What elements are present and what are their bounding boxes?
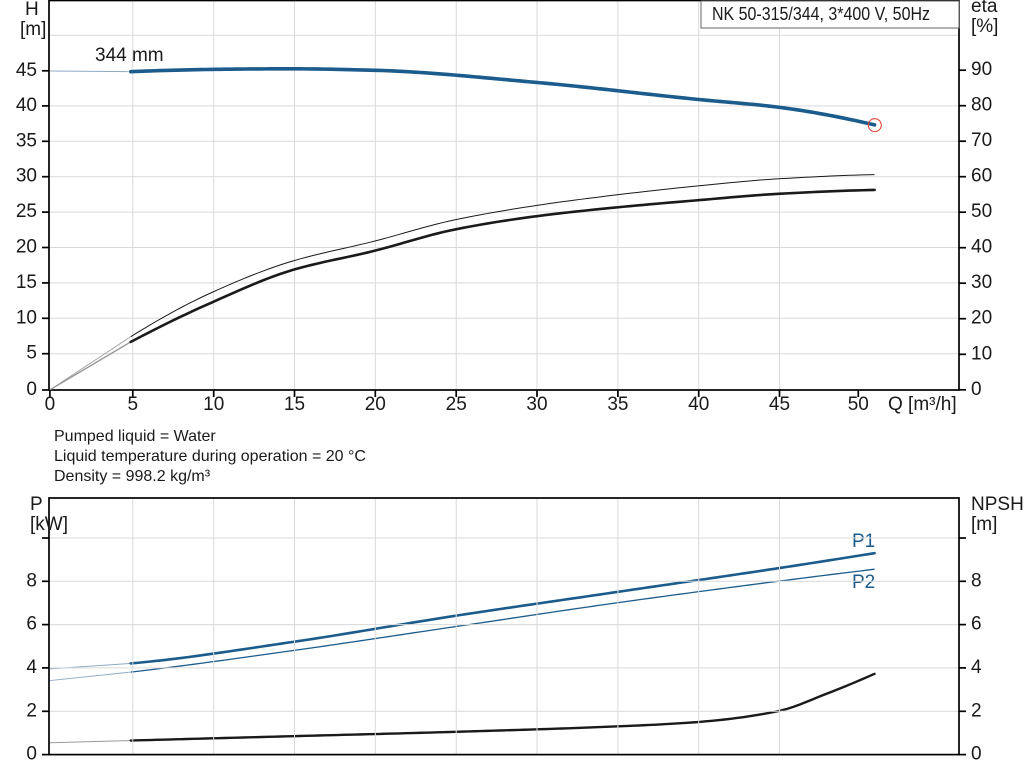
svg-text:NPSH: NPSH xyxy=(971,494,1024,515)
svg-text:50: 50 xyxy=(848,394,869,415)
svg-text:35: 35 xyxy=(16,130,37,151)
svg-text:H: H xyxy=(25,0,39,20)
svg-text:6: 6 xyxy=(971,614,982,635)
svg-text:30: 30 xyxy=(971,272,992,293)
svg-text:25: 25 xyxy=(446,394,467,415)
svg-text:6: 6 xyxy=(26,614,37,635)
svg-text:80: 80 xyxy=(971,95,992,116)
svg-text:15: 15 xyxy=(16,272,37,293)
svg-text:0: 0 xyxy=(26,744,37,765)
svg-text:Density = 998.2 kg/m³: Density = 998.2 kg/m³ xyxy=(54,468,211,485)
svg-text:40: 40 xyxy=(16,95,37,116)
svg-text:P2: P2 xyxy=(852,572,875,593)
svg-text:2: 2 xyxy=(26,700,37,721)
svg-text:10: 10 xyxy=(971,343,992,364)
svg-text:P1: P1 xyxy=(852,531,875,552)
svg-text:30: 30 xyxy=(526,394,547,415)
svg-text:0: 0 xyxy=(26,379,37,400)
svg-text:Pumped liquid = Water: Pumped liquid = Water xyxy=(54,428,216,445)
svg-text:[kW]: [kW] xyxy=(30,514,68,535)
svg-text:20: 20 xyxy=(971,308,992,329)
svg-text:20: 20 xyxy=(16,237,37,258)
svg-text:20: 20 xyxy=(365,394,386,415)
svg-text:30: 30 xyxy=(16,166,37,187)
svg-text:25: 25 xyxy=(16,201,37,222)
svg-text:60: 60 xyxy=(971,166,992,187)
svg-text:40: 40 xyxy=(688,394,709,415)
svg-text:0: 0 xyxy=(45,394,56,415)
svg-text:8: 8 xyxy=(971,570,982,591)
svg-text:15: 15 xyxy=(284,394,305,415)
svg-text:5: 5 xyxy=(128,394,139,415)
svg-text:10: 10 xyxy=(16,307,37,328)
svg-text:0: 0 xyxy=(971,379,982,400)
svg-text:P: P xyxy=(30,494,43,515)
svg-text:344 mm: 344 mm xyxy=(95,45,164,66)
svg-text:45: 45 xyxy=(16,60,37,81)
svg-text:8: 8 xyxy=(26,570,37,591)
svg-text:10: 10 xyxy=(203,394,224,415)
svg-text:Liquid temperature during oper: Liquid temperature during operation = 20… xyxy=(54,448,366,465)
svg-text:4: 4 xyxy=(26,657,37,678)
svg-text:35: 35 xyxy=(607,394,628,415)
svg-text:2: 2 xyxy=(971,700,982,721)
svg-text:Q [m³/h]: Q [m³/h] xyxy=(888,394,957,415)
svg-text:40: 40 xyxy=(971,237,992,258)
svg-text:5: 5 xyxy=(26,343,37,364)
svg-text:[%]: [%] xyxy=(971,16,998,37)
svg-text:70: 70 xyxy=(971,130,992,151)
svg-text:[m]: [m] xyxy=(971,514,997,535)
svg-text:50: 50 xyxy=(971,201,992,222)
svg-text:4: 4 xyxy=(971,657,982,678)
svg-text:[m]: [m] xyxy=(20,19,46,40)
svg-text:90: 90 xyxy=(971,59,992,80)
svg-text:eta: eta xyxy=(971,0,998,17)
svg-text:0: 0 xyxy=(971,744,982,765)
svg-text:45: 45 xyxy=(769,394,790,415)
svg-text:NK 50-315/344, 3*400 V, 50Hz: NK 50-315/344, 3*400 V, 50Hz xyxy=(712,4,930,24)
